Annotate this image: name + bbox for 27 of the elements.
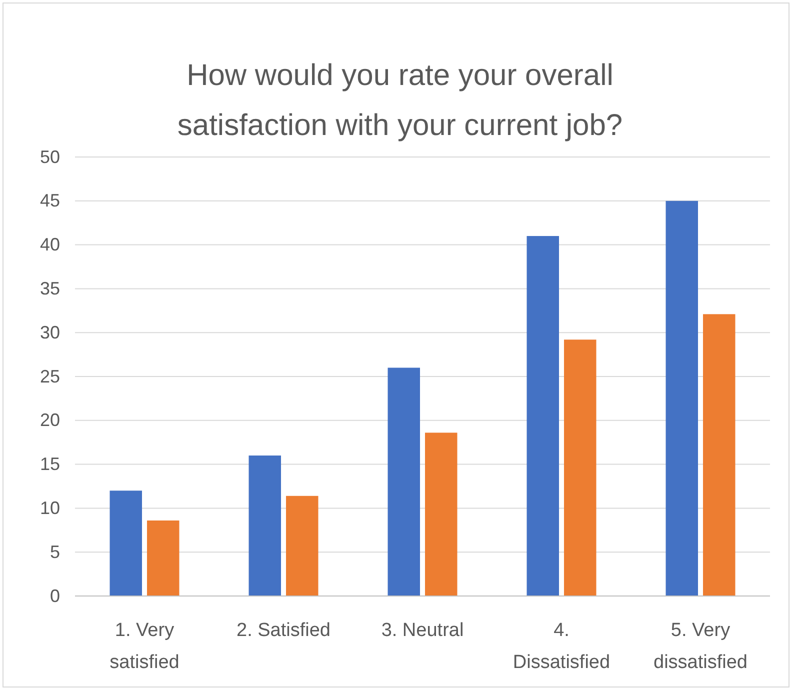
y-tick-label: 35 xyxy=(40,278,60,298)
bar xyxy=(526,236,559,596)
y-tick-label: 20 xyxy=(40,410,60,430)
y-tick-label: 30 xyxy=(40,322,60,342)
y-tick-label: 45 xyxy=(40,190,60,211)
bar xyxy=(666,200,698,596)
bar xyxy=(425,432,458,596)
chart-title: How would you rate your overall satisfaction with your current job? xyxy=(177,59,623,142)
y-tick-label: 40 xyxy=(40,234,60,255)
x-tick-label: 1. Very satisfied xyxy=(110,620,180,673)
x-tick-label: 2. Satisfied xyxy=(236,620,330,641)
y-tick-label: 50 xyxy=(40,146,60,167)
y-tick-label: 5 xyxy=(50,542,60,562)
x-tick-label: 4. Dissatisfied xyxy=(512,620,610,673)
x-tick-label: 3. Neutral xyxy=(381,620,464,641)
bar xyxy=(147,520,180,596)
bar xyxy=(248,456,281,596)
y-tick-label: 0 xyxy=(50,586,60,606)
bar xyxy=(286,496,318,596)
bar xyxy=(110,490,142,596)
bar xyxy=(703,314,736,596)
bar xyxy=(388,368,420,596)
x-tick-label: 5. Very dissatisfied xyxy=(654,620,748,673)
y-tick-label: 15 xyxy=(40,454,60,474)
bar xyxy=(564,340,596,596)
y-tick-label: 25 xyxy=(40,366,60,386)
y-tick-label: 10 xyxy=(40,498,60,518)
